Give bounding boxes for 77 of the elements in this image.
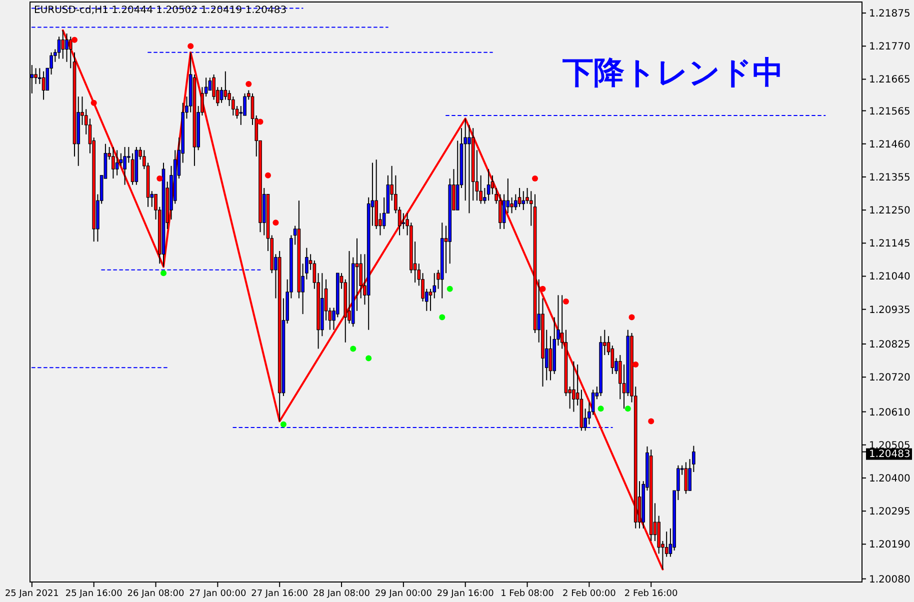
x-tick-label: 2 Feb 00:00 (562, 589, 616, 599)
y-tick-label: 1.21145 (869, 238, 910, 250)
candlestick (115, 150, 119, 176)
point (246, 80, 252, 87)
x-tick-label: 27 Jan 16:00 (251, 589, 308, 599)
candlestick (130, 152, 134, 186)
candlestick (664, 531, 668, 558)
y-tick-label: 1.21770 (869, 42, 910, 53)
y-tick-label: 1.21665 (869, 74, 910, 86)
point (540, 286, 546, 292)
point (257, 118, 264, 125)
point (648, 418, 654, 424)
y-tick-label: 1.21355 (869, 172, 910, 184)
candlestick (502, 194, 506, 230)
point (628, 314, 635, 320)
y-tick-label: 1.20190 (869, 540, 910, 551)
point (439, 314, 446, 320)
x-tick-label: 29 Jan 16:00 (436, 589, 494, 599)
candlestick (123, 146, 126, 186)
y-tick-label: 1.21040 (869, 272, 910, 283)
x-tick-label: 25 Jan 2021 (4, 589, 59, 599)
point (160, 270, 167, 276)
x-tick-label: 26 Jan 08:00 (127, 589, 185, 599)
point (90, 100, 97, 106)
candlestick (684, 462, 688, 494)
candlestick (57, 36, 61, 60)
point (598, 406, 604, 412)
point (624, 406, 631, 412)
y-tick-label: 1.20935 (869, 304, 910, 316)
y-tick-label: 1.20720 (869, 372, 910, 384)
candlestick (402, 212, 406, 230)
candlestick (548, 336, 552, 381)
y-tick-label: 1.20610 (869, 407, 910, 418)
x-tick-label: 28 Jan 08:00 (313, 589, 370, 599)
y-tick-label: 1.20080 (869, 574, 910, 586)
candlestick (428, 288, 432, 312)
chart-title: EURUSD-cd,H1 1.20444 1.20502 1.20419 1.20483 (34, 5, 287, 16)
candlestick (522, 190, 526, 211)
x-tick-label: 1 Feb 08:00 (500, 589, 554, 599)
y-tick-label: 1.21460 (869, 139, 910, 150)
y-tick-label: 1.21250 (869, 206, 910, 217)
point (72, 36, 78, 43)
candlestick (224, 70, 228, 100)
candlestick (65, 33, 68, 62)
candlestick (518, 187, 522, 208)
candlestick (591, 389, 595, 416)
y-tick-label: 1.20295 (869, 506, 910, 518)
y-tick-label: 1.20400 (869, 473, 910, 484)
y-tick-label: 1.20483 (869, 448, 910, 460)
x-tick-label: 27 Jan 00:00 (189, 589, 246, 599)
y-tick-label: 1.21565 (869, 106, 910, 118)
x-tick-label: 2 Feb 16:00 (624, 589, 678, 599)
point (446, 286, 453, 292)
candlestick (220, 86, 224, 104)
point (264, 172, 271, 178)
point (156, 176, 163, 182)
point (272, 220, 279, 226)
point (188, 43, 194, 50)
candlestick (468, 124, 471, 214)
x-tick-label: 29 Jan 00:00 (374, 589, 432, 599)
y-tick-label: 1.20825 (869, 340, 910, 351)
candlestick (112, 146, 115, 180)
candlestick (572, 360, 576, 412)
annotation: 下降トレンド中 (562, 55, 784, 91)
candlestick (42, 70, 46, 100)
x-tick-label: 25 Jan 16:00 (65, 589, 123, 599)
candlestick (34, 68, 38, 84)
point (532, 176, 538, 182)
point (562, 298, 569, 304)
point (350, 346, 356, 352)
candlestick (510, 196, 514, 214)
candlestick (464, 118, 467, 202)
candlestick (486, 168, 490, 202)
point (366, 355, 372, 362)
point (280, 421, 286, 428)
point (632, 362, 639, 368)
y-tick-label: 1.21875 (869, 8, 910, 20)
